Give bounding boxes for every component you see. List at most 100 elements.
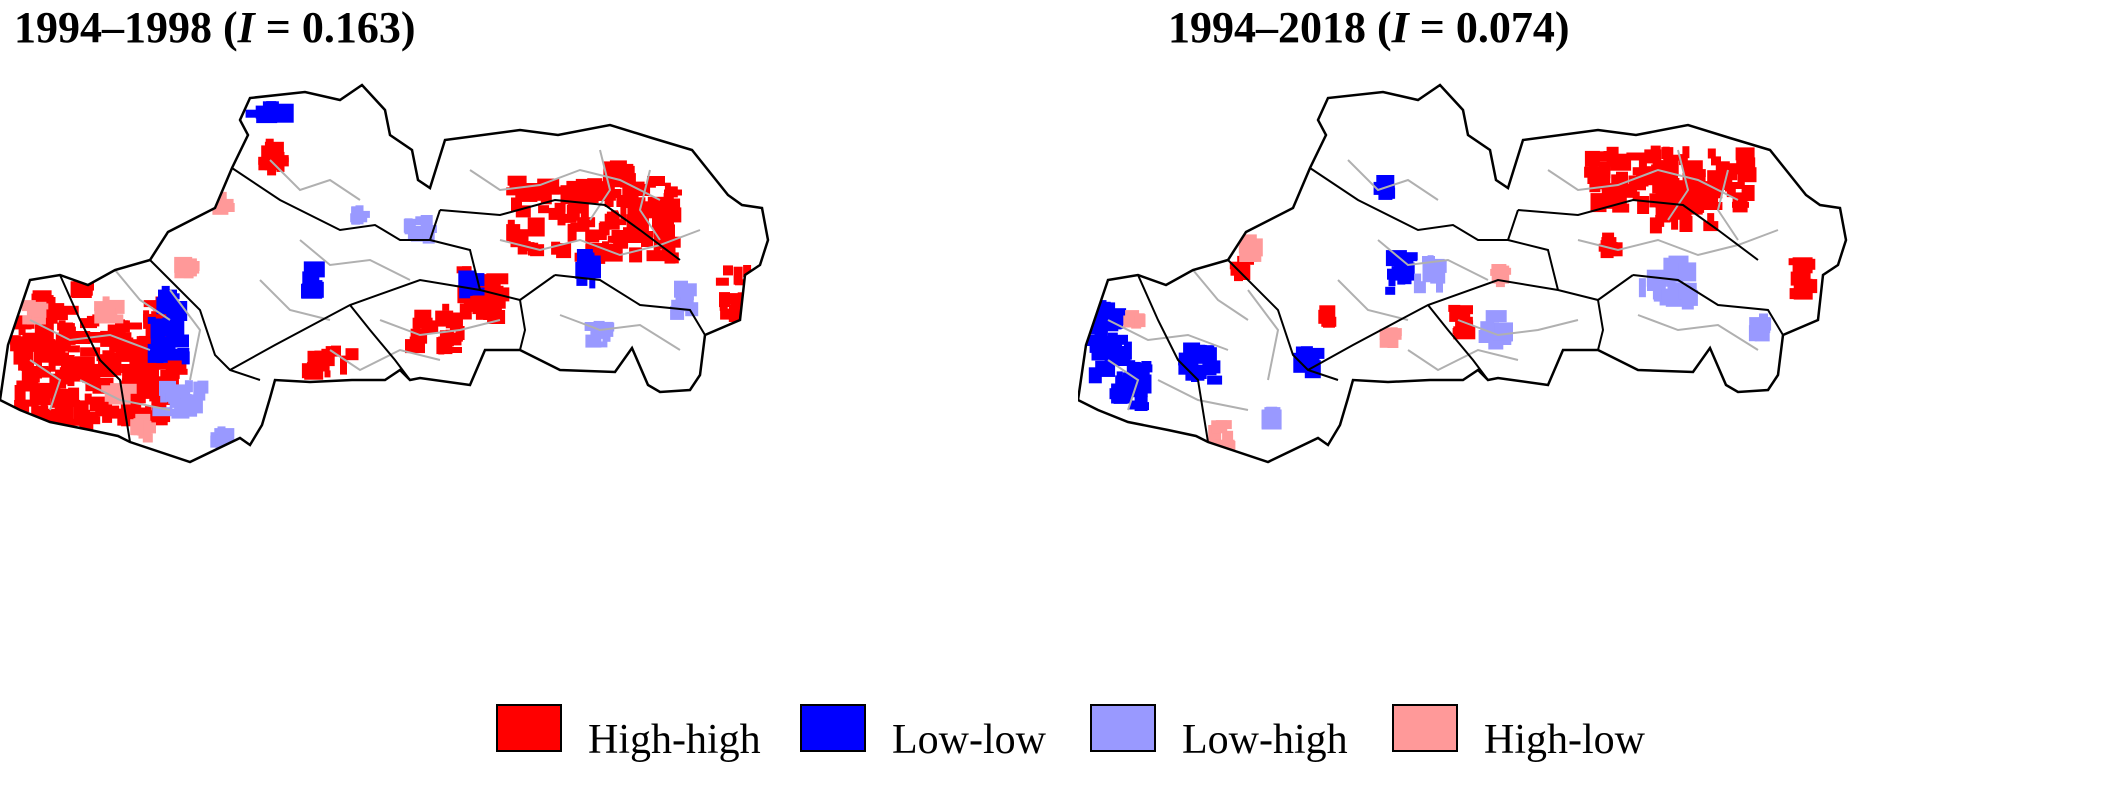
high-high-cell — [556, 243, 572, 259]
high-high-cell — [1707, 148, 1716, 159]
district-border — [1547, 168, 1739, 201]
high-high-cell — [1702, 185, 1715, 192]
low-high-cell — [1485, 310, 1507, 323]
low-high-cell — [1663, 257, 1678, 274]
high-high-cell — [506, 187, 521, 196]
district-border — [1347, 159, 1439, 201]
low-low-cell — [1308, 347, 1325, 359]
low-low-cell — [305, 271, 313, 283]
district-border — [1377, 239, 1489, 281]
high-high-cell — [1449, 310, 1471, 322]
high-high-cell — [17, 431, 27, 449]
high-high-cell — [1655, 214, 1665, 227]
high-high-cell — [1726, 185, 1736, 198]
high-high-cell — [26, 434, 39, 447]
low-low-cell — [1185, 362, 1198, 372]
low-high-cell — [602, 322, 611, 342]
high-high-cell — [567, 223, 577, 242]
low-high-cell — [1422, 264, 1440, 282]
high-high-cell — [76, 280, 88, 298]
high-high-cell — [1669, 209, 1678, 219]
high-high-cell — [10, 335, 20, 345]
high-high-cell — [452, 317, 463, 328]
high-high-cell — [548, 207, 561, 220]
legend-swatch-low-low — [800, 704, 866, 752]
high-high-cell — [21, 367, 40, 383]
panel-title-left: 1994–1998 (I = 0.163) — [14, 3, 416, 52]
low-high-cell — [1108, 220, 1130, 229]
high-high-cell — [1707, 170, 1719, 189]
high-high-cell — [551, 241, 561, 255]
low-high-cell — [176, 399, 184, 414]
high-low-cell — [174, 256, 193, 273]
high-high-cell — [1724, 182, 1745, 189]
high-high-cell — [107, 324, 126, 336]
high-high-cell — [472, 295, 490, 315]
period-label: 1994–1998 — [14, 3, 212, 52]
high-high-cell — [611, 210, 619, 223]
high-high-cell — [614, 219, 627, 226]
high-high-cell — [554, 202, 566, 212]
low-high-cell — [1121, 218, 1133, 229]
high-high-cell — [36, 432, 54, 447]
low-low-cell — [1393, 264, 1412, 280]
high-high-cell — [595, 181, 606, 195]
high-high-cell — [1679, 154, 1687, 166]
high-high-cell — [570, 222, 590, 232]
region-border — [519, 299, 527, 351]
high-low-cell — [21, 300, 36, 312]
low-low-cell — [1113, 387, 1128, 404]
high-high-cell — [623, 227, 639, 241]
high-high-cell — [440, 337, 462, 346]
high-high-cell — [57, 322, 74, 331]
high-high-cell — [54, 404, 74, 424]
low-low-cell — [167, 348, 175, 360]
high-high-cell — [480, 274, 501, 292]
low-low-cell — [1092, 301, 1111, 314]
high-high-cell — [729, 304, 738, 316]
high-high-cell — [743, 265, 752, 277]
high-high-cell — [585, 229, 600, 243]
high-high-cell — [719, 303, 728, 311]
high-high-cell — [310, 362, 323, 371]
high-high-cell — [40, 382, 54, 391]
low-high-cell — [426, 225, 437, 233]
stat-value: 0.074 — [1455, 3, 1555, 52]
high-high-cell — [1612, 203, 1630, 213]
high-high-cell — [445, 329, 452, 342]
low-high-cell — [1666, 269, 1676, 287]
low-low-cell — [1378, 185, 1386, 200]
district-border — [469, 168, 661, 201]
low-low-cell — [1104, 358, 1124, 366]
high-high-cell — [1788, 258, 1799, 266]
low-low-cell — [1088, 367, 1102, 384]
region-border — [429, 239, 481, 291]
district-border — [1107, 359, 1140, 411]
high-high-cell — [728, 293, 747, 305]
high-high-cell — [117, 320, 129, 330]
high-high-cell — [520, 187, 539, 201]
high-high-cell — [1601, 183, 1616, 192]
high-high-cell — [41, 339, 56, 353]
low-low-cell — [1129, 400, 1147, 410]
high-high-cell — [1706, 223, 1716, 231]
high-high-cell — [1230, 261, 1239, 276]
high-high-cell — [648, 211, 671, 218]
low-high-cell — [680, 296, 694, 310]
region-border — [1507, 239, 1559, 291]
high-high-cell — [30, 423, 38, 431]
low-low-cell — [161, 285, 170, 303]
high-high-cell — [76, 412, 99, 420]
low-low-cell — [1385, 286, 1396, 295]
high-high-cell — [1669, 154, 1680, 161]
high-high-cell — [54, 341, 66, 361]
high-high-cell — [35, 423, 54, 442]
region-border — [1597, 299, 1605, 351]
high-high-cell — [442, 303, 450, 311]
high-high-cell — [1649, 193, 1672, 208]
high-high-cell — [577, 217, 596, 228]
low-low-cell — [150, 318, 166, 339]
high-high-cell — [1707, 213, 1715, 226]
low-low-cell — [588, 262, 598, 275]
high-high-cell — [1455, 320, 1474, 331]
